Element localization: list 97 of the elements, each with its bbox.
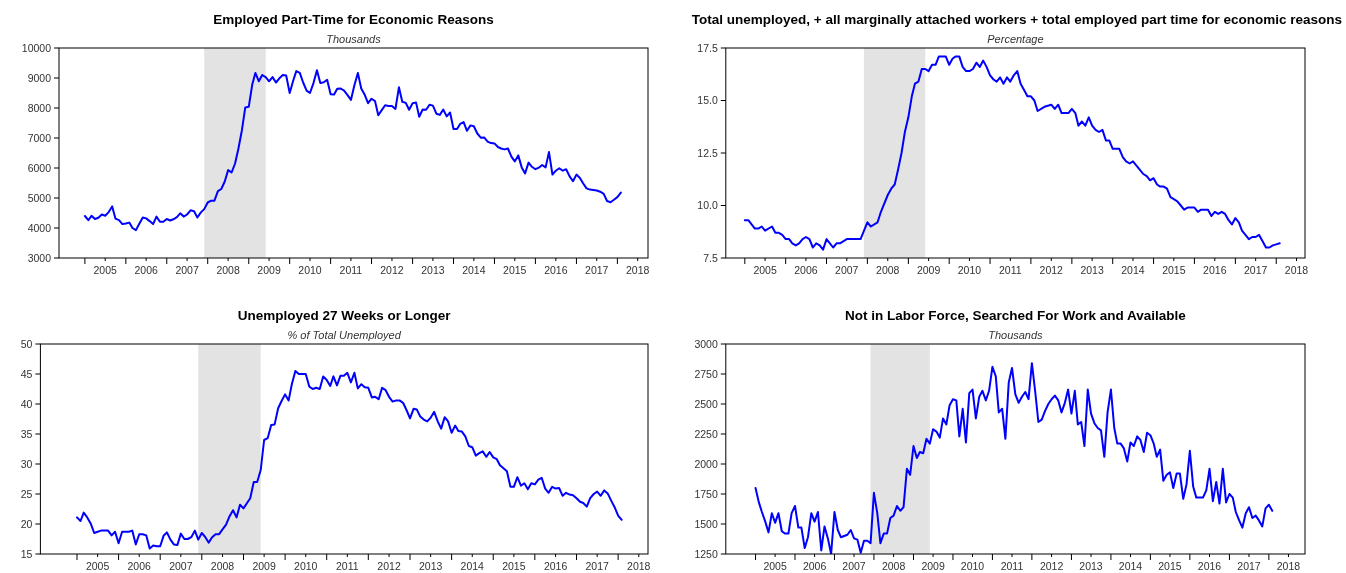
line-series bbox=[743, 55, 1281, 251]
chart-subtitle: Percentage bbox=[987, 33, 1044, 45]
x-tick-label: 2013 bbox=[1079, 560, 1103, 572]
chart-title: Employed Part-Time for Economic Reasons bbox=[213, 12, 494, 27]
x-tick-label: 2009 bbox=[252, 560, 276, 572]
x-tick-label: 2016 bbox=[1203, 264, 1227, 276]
x-tick-label: 2015 bbox=[502, 560, 526, 572]
y-tick-label: 15 bbox=[20, 547, 33, 560]
x-tick-label: 2006 bbox=[127, 560, 152, 572]
x-tick-label: 2009 bbox=[921, 560, 945, 572]
x-tick-label: 2009 bbox=[916, 264, 941, 276]
x-tick-label: 2006 bbox=[794, 264, 818, 276]
chart-subtitle: % of Total Unemployed bbox=[287, 329, 402, 341]
x-tick-label: 2013 bbox=[418, 560, 443, 572]
y-tick-label: 10.0 bbox=[697, 199, 718, 212]
x-tick-label: 2007 bbox=[169, 560, 193, 572]
y-tick-label: 1500 bbox=[694, 517, 718, 530]
x-tick-label: 2012 bbox=[1039, 264, 1064, 276]
y-tick-label: 15.0 bbox=[697, 94, 718, 107]
x-tick-label: 2018 bbox=[627, 560, 651, 572]
y-tick-label: 2250 bbox=[694, 427, 718, 440]
x-tick-label: 2017 bbox=[1237, 560, 1261, 572]
x-tick-label: 2010 bbox=[957, 264, 982, 276]
x-tick-label: 2016 bbox=[543, 560, 568, 572]
x-tick-label: 2015 bbox=[1162, 264, 1186, 276]
x-tick-label: 2006 bbox=[134, 264, 158, 276]
x-tick-label: 2005 bbox=[763, 560, 787, 572]
x-tick-label: 2005 bbox=[753, 264, 777, 276]
chart-subtitle: Thousands bbox=[326, 33, 382, 45]
line-series bbox=[83, 69, 622, 232]
y-tick-label: 2000 bbox=[694, 457, 718, 470]
y-tick-label: 1750 bbox=[694, 487, 718, 500]
x-tick-label: 2016 bbox=[544, 264, 568, 276]
x-tick-label: 2007 bbox=[175, 264, 199, 276]
x-tick-label: 2008 bbox=[876, 264, 900, 276]
chart-title: Total unemployed, + all marginally attached workers + total employed part time for economic reasons bbox=[691, 12, 1342, 27]
y-tick-label: 7000 bbox=[27, 131, 52, 144]
x-tick-label: 2017 bbox=[585, 264, 609, 276]
y-tick-label: 4000 bbox=[27, 221, 52, 234]
x-tick-label: 2007 bbox=[842, 560, 866, 572]
x-tick-label: 2008 bbox=[216, 264, 240, 276]
y-tick-label: 17.5 bbox=[697, 41, 718, 54]
x-tick-label: 2014 bbox=[1121, 264, 1145, 276]
x-tick-label: 2011 bbox=[339, 264, 363, 276]
x-tick-label: 2007 bbox=[835, 264, 859, 276]
x-tick-label: 2015 bbox=[1158, 560, 1182, 572]
x-tick-label: 2008 bbox=[210, 560, 235, 572]
x-tick-label: 2011 bbox=[999, 264, 1022, 276]
x-tick-label: 2010 bbox=[960, 560, 985, 572]
y-tick-label: 45 bbox=[20, 367, 33, 380]
y-tick-label: 3000 bbox=[694, 337, 718, 350]
y-tick-label: 50 bbox=[20, 337, 33, 350]
y-tick-label: 10000 bbox=[21, 41, 52, 54]
chart-subtitle: Thousands bbox=[988, 329, 1044, 341]
x-tick-label: 2013 bbox=[421, 264, 445, 276]
x-tick-label: 2017 bbox=[1243, 264, 1268, 276]
y-tick-label: 7.5 bbox=[703, 251, 718, 264]
x-tick-label: 2014 bbox=[462, 264, 486, 276]
chart-title: Not in Labor Force, Searched For Work and Available bbox=[844, 308, 1187, 323]
x-tick-label: 2010 bbox=[298, 264, 322, 276]
chart-title: Unemployed 27 Weeks or Longer bbox=[237, 308, 452, 323]
x-tick-label: 2012 bbox=[1039, 560, 1064, 572]
y-tick-label: 2750 bbox=[694, 367, 718, 380]
y-tick-label: 5000 bbox=[27, 191, 52, 204]
x-tick-label: 2017 bbox=[585, 560, 610, 572]
line-series bbox=[754, 362, 1274, 554]
x-tick-label: 2011 bbox=[1000, 560, 1024, 572]
y-tick-label: 1250 bbox=[694, 547, 718, 560]
y-tick-label: 3000 bbox=[27, 251, 52, 264]
x-tick-label: 2005 bbox=[85, 560, 110, 572]
y-tick-label: 35 bbox=[20, 427, 33, 440]
y-tick-label: 9000 bbox=[27, 71, 52, 84]
x-tick-label: 2014 bbox=[1118, 560, 1143, 572]
y-tick-label: 2500 bbox=[694, 397, 718, 410]
y-tick-label: 20 bbox=[20, 517, 33, 530]
y-tick-label: 6000 bbox=[27, 161, 52, 174]
x-tick-label: 2013 bbox=[1080, 264, 1104, 276]
x-tick-label: 2018 bbox=[1284, 264, 1309, 276]
y-tick-label: 12.5 bbox=[697, 146, 718, 159]
y-tick-label: 8000 bbox=[27, 101, 52, 114]
line-series bbox=[75, 370, 623, 550]
x-tick-label: 2015 bbox=[503, 264, 527, 276]
y-tick-label: 25 bbox=[20, 487, 33, 500]
x-tick-label: 2011 bbox=[336, 560, 359, 572]
x-tick-label: 2012 bbox=[377, 560, 401, 572]
x-tick-label: 2006 bbox=[802, 560, 827, 572]
x-tick-label: 2014 bbox=[460, 560, 485, 572]
x-tick-label: 2009 bbox=[257, 264, 281, 276]
x-tick-label: 2016 bbox=[1197, 560, 1222, 572]
x-tick-label: 2018 bbox=[1276, 560, 1301, 572]
y-tick-label: 30 bbox=[20, 457, 33, 470]
x-tick-label: 2008 bbox=[881, 560, 906, 572]
x-tick-label: 2010 bbox=[294, 560, 318, 572]
x-tick-label: 2012 bbox=[380, 264, 404, 276]
x-tick-label: 2018 bbox=[626, 264, 650, 276]
y-tick-label: 40 bbox=[20, 397, 33, 410]
x-tick-label: 2005 bbox=[93, 264, 118, 276]
